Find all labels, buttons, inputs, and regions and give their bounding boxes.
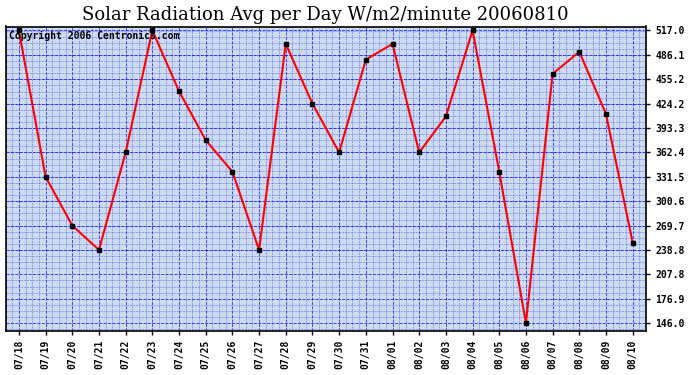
Title: Solar Radiation Avg per Day W/m2/minute 20060810: Solar Radiation Avg per Day W/m2/minute … xyxy=(83,6,569,24)
Text: Copyright 2006 Centronics.com: Copyright 2006 Centronics.com xyxy=(9,31,179,41)
